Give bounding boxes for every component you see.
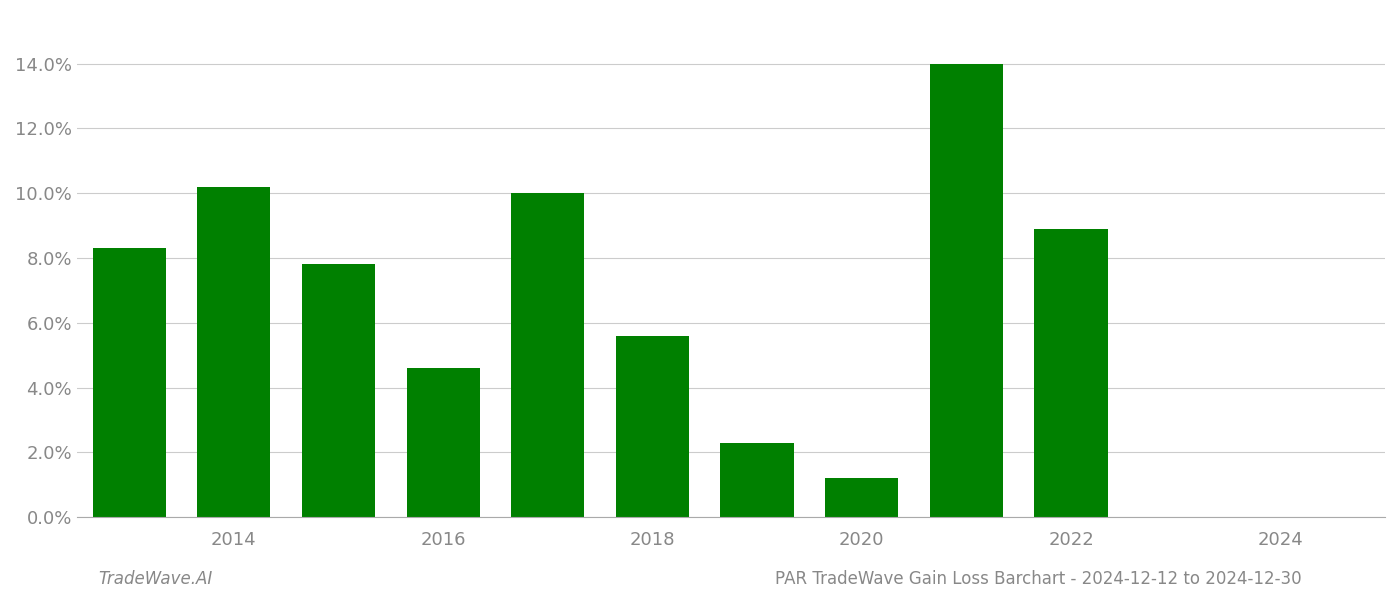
Bar: [406, 368, 480, 517]
Bar: [1035, 229, 1107, 517]
Bar: [197, 187, 270, 517]
Bar: [511, 193, 584, 517]
Bar: [616, 336, 689, 517]
Bar: [92, 248, 165, 517]
Text: PAR TradeWave Gain Loss Barchart - 2024-12-12 to 2024-12-30: PAR TradeWave Gain Loss Barchart - 2024-…: [776, 570, 1302, 588]
Text: TradeWave.AI: TradeWave.AI: [98, 570, 213, 588]
Bar: [930, 64, 1002, 517]
Bar: [825, 478, 899, 517]
Bar: [721, 443, 794, 517]
Bar: [302, 265, 375, 517]
